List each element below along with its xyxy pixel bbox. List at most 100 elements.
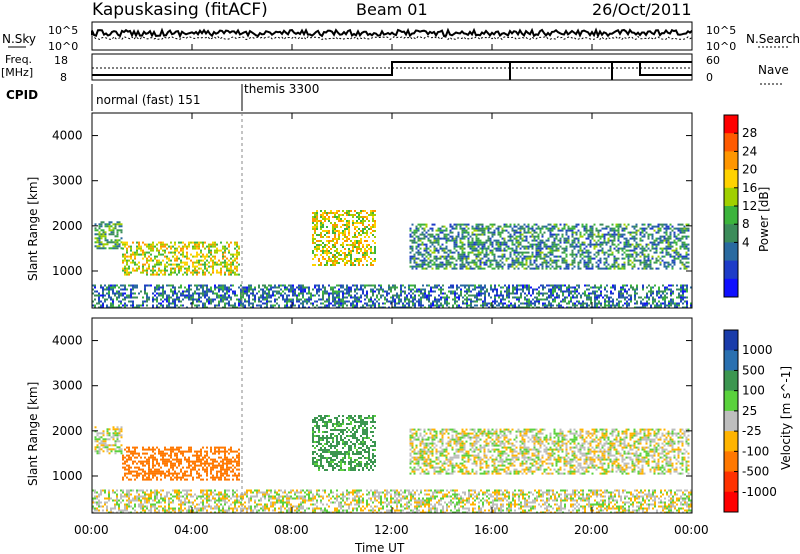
heatmap-cell xyxy=(336,284,338,287)
heatmap-cell xyxy=(539,257,542,260)
heatmap-cell xyxy=(172,286,174,289)
heatmap-cell xyxy=(563,267,566,270)
heatmap-cell xyxy=(498,296,500,299)
heatmap-cell xyxy=(443,229,446,232)
heatmap-cell xyxy=(651,225,654,228)
heatmap-cell xyxy=(555,249,558,252)
heatmap-cell xyxy=(126,460,128,463)
heatmap-cell xyxy=(581,223,584,226)
heatmap-cell xyxy=(518,298,520,301)
heatmap-cell xyxy=(609,245,612,248)
heatmap-cell xyxy=(604,298,606,301)
heatmap-cell xyxy=(642,298,644,301)
heatmap-cell xyxy=(158,302,160,305)
heatmap-cell xyxy=(336,248,338,250)
heatmap-cell xyxy=(314,246,316,248)
heatmap-cell xyxy=(662,292,664,295)
heatmap-cell xyxy=(658,290,660,293)
heatmap-cell xyxy=(180,259,182,262)
heatmap-cell xyxy=(472,284,474,287)
heatmap-cell xyxy=(144,263,146,266)
heatmap-cell xyxy=(513,259,516,262)
heatmap-cell xyxy=(198,294,200,297)
heatmap-cell xyxy=(168,251,170,254)
heatmap-cell xyxy=(447,263,450,266)
heatmap-cell xyxy=(659,251,662,254)
heatmap-cell xyxy=(517,241,520,244)
heatmap-cell xyxy=(144,300,146,303)
heatmap-cell xyxy=(682,290,684,293)
heatmap-cell xyxy=(236,294,238,297)
heatmap-cell xyxy=(214,263,216,266)
heatmap-cell xyxy=(188,257,190,260)
heatmap-cell xyxy=(555,261,558,264)
heatmap-cell xyxy=(438,294,440,297)
heatmap-cell xyxy=(112,298,114,301)
heatmap-cell xyxy=(96,444,99,447)
heatmap-cell xyxy=(108,448,111,451)
heatmap-cell xyxy=(433,223,436,226)
heatmap-cell xyxy=(615,261,618,264)
heatmap-cell xyxy=(578,300,580,303)
heatmap-cell xyxy=(515,231,518,234)
heatmap-cell xyxy=(122,478,124,481)
heatmap-cell xyxy=(649,263,652,266)
heatmap-cell xyxy=(684,300,686,303)
heatmap-cell xyxy=(620,296,622,299)
heatmap-cell xyxy=(122,454,124,457)
heatmap-cell xyxy=(677,227,680,230)
heatmap-cell xyxy=(605,257,608,260)
heatmap-cell xyxy=(409,255,412,258)
heatmap-cell xyxy=(617,239,620,242)
heatmap-cell xyxy=(348,210,350,212)
heatmap-cell xyxy=(683,227,686,230)
heatmap-cell xyxy=(596,302,598,305)
heatmap-cell xyxy=(352,304,354,307)
heatmap-cell xyxy=(100,247,103,250)
heatmap-cell xyxy=(222,245,224,248)
heatmap-cell xyxy=(228,263,230,266)
heatmap-cell xyxy=(366,218,368,220)
heatmap-cell xyxy=(146,261,148,264)
heatmap-cell xyxy=(404,286,406,289)
heatmap-cell xyxy=(675,241,678,244)
heatmap-cell xyxy=(348,214,350,216)
heatmap-cell xyxy=(589,229,592,232)
heatmap-cell xyxy=(499,265,502,268)
heatmap-cell xyxy=(653,241,656,244)
heatmap-cell xyxy=(503,255,506,258)
heatmap-cell xyxy=(613,259,616,262)
heatmap-cell xyxy=(202,241,204,244)
heatmap-cell xyxy=(490,304,492,307)
heatmap-cell xyxy=(655,247,658,250)
heatmap-cell xyxy=(330,258,332,260)
heatmap-cell xyxy=(439,255,442,258)
heatmap-cell xyxy=(114,223,117,226)
heatmap-cell xyxy=(124,273,126,276)
heatmap-cell xyxy=(100,442,103,445)
heatmap-cell xyxy=(540,284,542,287)
heatmap-cell xyxy=(506,288,508,291)
heatmap-cell xyxy=(294,290,296,293)
heatmap-cell xyxy=(429,255,432,258)
heatmap-cell xyxy=(374,230,376,232)
heatmap-cell xyxy=(649,265,652,268)
heatmap-cell xyxy=(649,227,652,230)
heatmap-cell xyxy=(192,292,194,295)
heatmap-cell xyxy=(462,300,464,303)
heatmap-cell xyxy=(611,263,614,266)
heatmap-cell xyxy=(178,300,180,303)
heatmap-cell xyxy=(518,288,520,291)
heatmap-cell xyxy=(106,450,109,453)
heatmap-cell xyxy=(468,294,470,297)
heatmap-cell xyxy=(503,237,506,240)
heatmap-cell xyxy=(154,263,156,266)
heatmap-cell xyxy=(657,267,660,270)
heatmap-cell xyxy=(104,233,107,236)
heatmap-cell xyxy=(320,232,322,234)
heatmap-cell xyxy=(513,231,516,234)
heatmap-cell xyxy=(566,296,568,299)
heatmap-cell xyxy=(418,294,420,297)
heatmap-cell xyxy=(166,284,168,287)
heatmap-cell xyxy=(328,220,330,222)
